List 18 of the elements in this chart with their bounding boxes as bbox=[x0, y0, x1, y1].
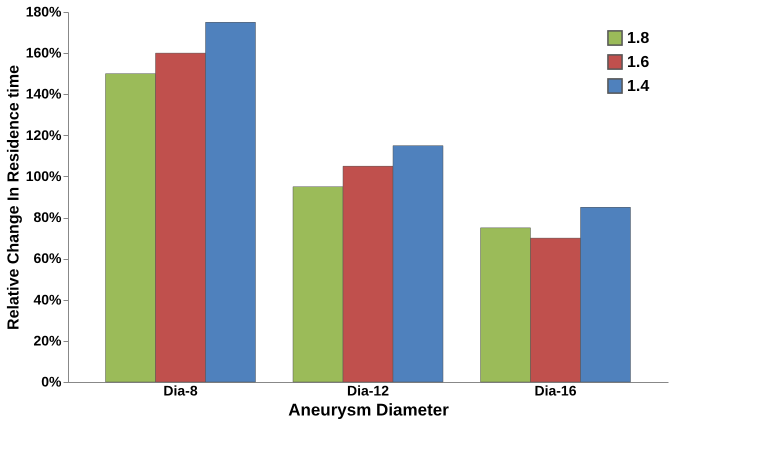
y-tick-label: 140% bbox=[26, 86, 62, 102]
legend-label: 1.8 bbox=[627, 30, 650, 47]
y-tick-label: 20% bbox=[33, 332, 62, 348]
y-tick-label: 40% bbox=[33, 291, 62, 308]
y-tick-label: 100% bbox=[26, 168, 62, 184]
legend-label: 1.4 bbox=[627, 78, 650, 95]
legend-label: 1.6 bbox=[627, 54, 650, 71]
y-tick-label: 0% bbox=[41, 374, 62, 390]
x-axis-title: Aneurysm Diameter bbox=[288, 400, 450, 420]
x-tick-label: Dia-12 bbox=[346, 382, 390, 398]
y-tick-label: 160% bbox=[26, 44, 62, 61]
x-tick-label: Dia-16 bbox=[534, 382, 577, 398]
y-tick-label: 180% bbox=[26, 4, 62, 20]
y-tick-label: 120% bbox=[26, 126, 62, 143]
y-axis-title: Relative Change In Residence time bbox=[6, 64, 23, 330]
y-tick-label: 60% bbox=[33, 250, 62, 266]
x-tick-label: Dia-8 bbox=[163, 382, 198, 398]
y-tick-label: 80% bbox=[33, 209, 62, 226]
